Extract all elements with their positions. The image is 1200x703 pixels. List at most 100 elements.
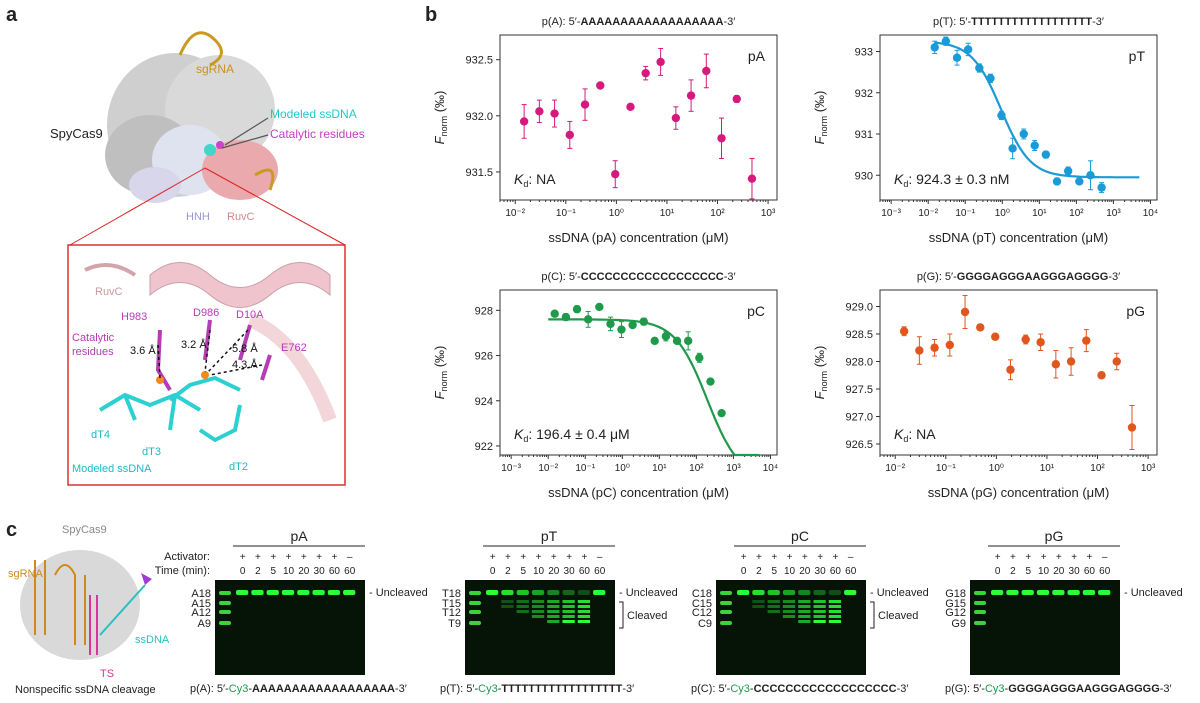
ladder-label: G18: [945, 588, 966, 600]
activator-mark: +: [1086, 552, 1092, 563]
chart-title: p(G): 5′-GGGGAGGGAAGGGAGGGG-3′: [917, 271, 1120, 283]
time-value: 30: [815, 566, 827, 577]
x-tick-label: 10¹: [1040, 463, 1055, 474]
activator-mark: +: [1041, 552, 1047, 563]
data-point: [1008, 144, 1017, 153]
data-point: [656, 57, 665, 67]
uncleaved-band: [1052, 590, 1065, 595]
time-value: 2: [1010, 566, 1016, 577]
cleaved-band: [828, 605, 842, 608]
data-point: [561, 312, 571, 322]
data-point: [1127, 423, 1137, 432]
data-point: [976, 323, 985, 332]
data-point: [695, 353, 704, 363]
ladder-label: C12: [692, 607, 712, 619]
caption-prefix: p(A): 5′-: [190, 683, 229, 695]
time-value: 5: [771, 566, 777, 577]
activator-mark: +: [1025, 552, 1031, 563]
activator-mark: +: [1056, 552, 1062, 563]
data-point: [1082, 336, 1091, 345]
chart-pA: p(A): 5′-AAAAAAAAAAAAAAAAAA-3′ 931.5 932.0…: [432, 16, 778, 245]
data-point: [1030, 141, 1039, 150]
data-point: [717, 134, 726, 143]
uncleaved-band: [752, 590, 765, 595]
chart-pC: p(C): 5′-CCCCCCCCCCCCCCCCCC-3′ 922 924 926 9…: [432, 271, 778, 500]
x-tick-label: 10⁻¹: [936, 463, 956, 474]
data-point: [1097, 371, 1106, 380]
catalytic-line1: Catalytic: [72, 332, 115, 344]
time-value: 30: [1069, 566, 1081, 577]
data-point: [519, 117, 529, 126]
plot-frame: [879, 289, 1158, 456]
gel-title: pA: [290, 528, 308, 544]
cleaved-band: [767, 610, 780, 613]
cleaved-band: [782, 605, 796, 608]
schematic-protein-label: SpyCas9: [62, 524, 107, 536]
activator-mark: +: [255, 552, 261, 563]
caption-cy3: Cy3: [985, 683, 1005, 695]
time-value: 60: [344, 566, 356, 577]
ladder-label: G9: [951, 618, 966, 630]
caption-suffix: -3′: [395, 683, 407, 695]
zoom-connector: [204, 167, 346, 246]
time-value: 20: [298, 566, 310, 577]
ladder-band: [219, 610, 231, 614]
time-value: 0: [240, 566, 246, 577]
sgrna-label: sgRNA: [196, 62, 234, 76]
cleavage-schematic: [20, 550, 152, 660]
time-value: 20: [799, 566, 811, 577]
distance-lines: [157, 329, 263, 379]
cleaved-band: [828, 620, 842, 623]
chart-title: p(A): 5′-AAAAAAAAAAAAAAAAAA-3′: [542, 16, 736, 28]
caption-dash: -: [750, 683, 754, 695]
data-point: [672, 336, 682, 346]
ladder-band: [720, 591, 732, 595]
x-tick-label: 10⁻²: [538, 463, 558, 474]
x-tick-label: 10⁰: [989, 463, 1004, 474]
gel-image: [465, 580, 615, 675]
data-point: [952, 53, 962, 62]
uncleaved-label: - Uncleaved: [369, 587, 428, 599]
data-point: [930, 343, 939, 352]
caption-prefix: p(G): 5′-: [945, 683, 985, 695]
activator-mark: +: [741, 552, 747, 563]
data-point: [572, 305, 582, 314]
ladder-band: [219, 621, 231, 625]
data-point: [945, 340, 955, 350]
caption-cy3: Cy3: [730, 683, 750, 695]
catalytic-line2: residues: [72, 346, 114, 358]
caption-prefix: p(C): 5′-: [691, 683, 731, 695]
cleaved-band: [501, 600, 514, 603]
data-point: [1075, 177, 1084, 186]
ladder-label: T9: [448, 618, 461, 630]
y-axis-label-unit: (‰): [432, 91, 447, 116]
x-tick-label: 10²: [1090, 463, 1105, 474]
y-tick-label: 933: [855, 47, 873, 59]
activator-mark: +: [270, 552, 276, 563]
ladder-band: [974, 591, 986, 595]
gel-image: [215, 580, 365, 675]
uncleaved-label: - Uncleaved: [1124, 587, 1183, 599]
activator-mark: –: [1102, 552, 1108, 563]
data-point: [595, 302, 604, 312]
cleaved-band: [562, 615, 575, 618]
data-point: [1052, 177, 1062, 186]
gel-caption: p(G): 5′-Cy3-GGGGAGGGAAGGGAGGGG-3′: [945, 683, 1172, 695]
x-axis-label: ssDNA (pC) concentration (μM): [548, 485, 729, 500]
activator-mark: +: [581, 552, 587, 563]
kd-subscript: d: [523, 179, 528, 189]
sgrna-helix: [178, 31, 275, 191]
residue-d10a: D10A: [236, 309, 264, 321]
ruvc-helix: [84, 262, 337, 423]
cleaved-band: [577, 605, 591, 608]
x-tick-label: 10¹: [1032, 208, 1047, 219]
ladder-band: [469, 591, 481, 595]
cleaved-band: [577, 610, 591, 613]
time-value: 0: [490, 566, 496, 577]
cleaved-band: [813, 610, 826, 613]
y-axis-label-subscript: norm: [439, 371, 449, 392]
time-value: 60: [1084, 566, 1096, 577]
time-value: 60: [845, 566, 857, 577]
y-tick-label: 932.5: [465, 55, 493, 67]
uncleaved-band: [1082, 590, 1096, 595]
